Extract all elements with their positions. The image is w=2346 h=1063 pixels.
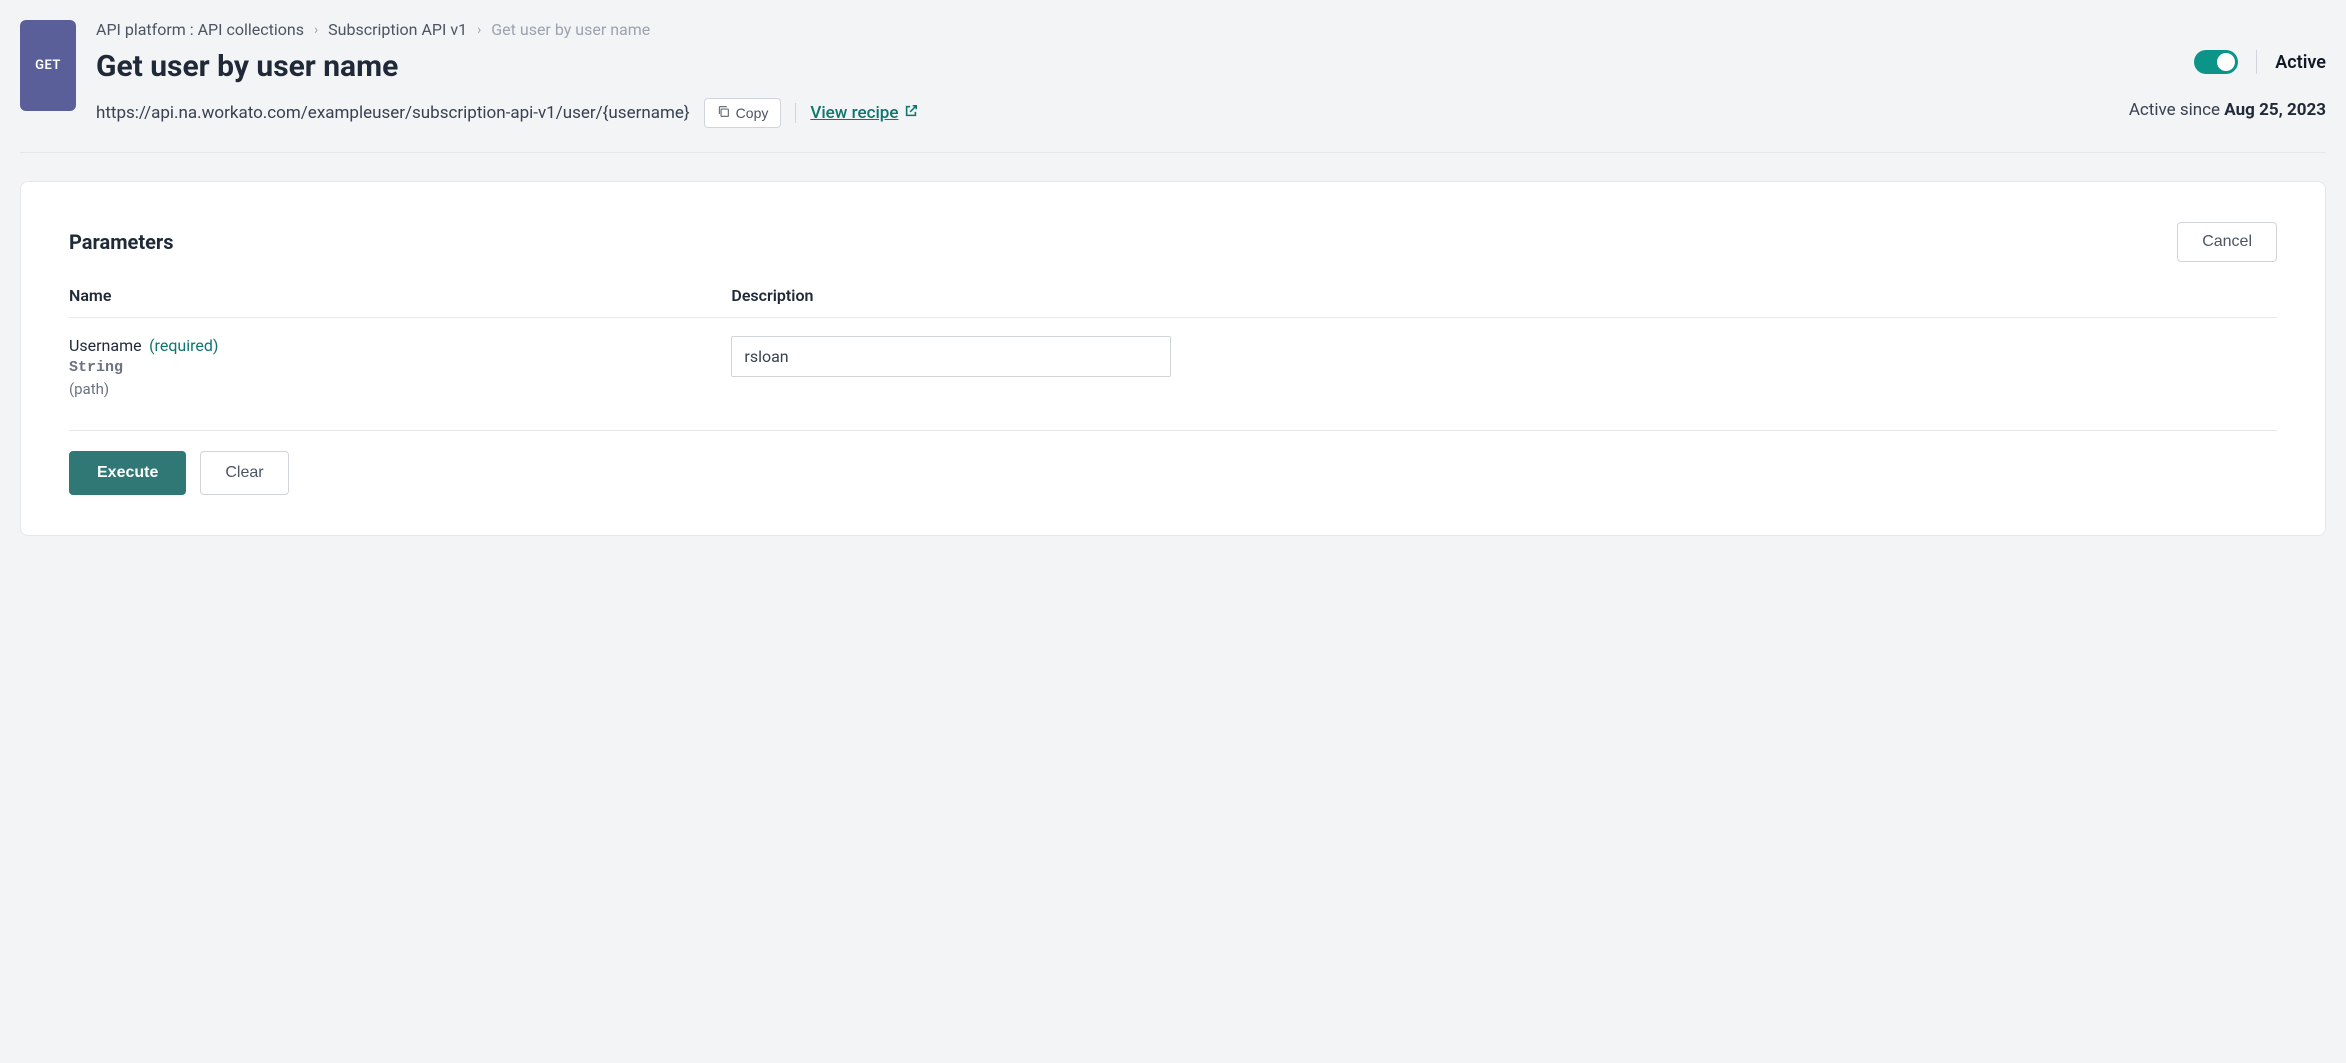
param-type: String xyxy=(69,359,731,376)
chevron-right-icon: › xyxy=(477,22,481,38)
cancel-button[interactable]: Cancel xyxy=(2177,222,2277,262)
breadcrumb: API platform : API collections › Subscri… xyxy=(96,20,2109,39)
active-since-text: Active since Aug 25, 2023 xyxy=(2129,100,2326,120)
recipe-link-label: View recipe xyxy=(810,103,898,123)
table-row: Username (required) String (path) xyxy=(69,318,2277,431)
endpoint-header: GET API platform : API collections › Sub… xyxy=(20,20,2326,153)
http-method-badge: GET xyxy=(20,20,76,111)
chevron-right-icon: › xyxy=(314,22,318,38)
divider xyxy=(2256,50,2257,74)
view-recipe-link[interactable]: View recipe xyxy=(810,103,918,123)
breadcrumb-parent[interactable]: Subscription API v1 xyxy=(328,20,467,39)
copy-label: Copy xyxy=(736,105,769,121)
breadcrumb-current: Get user by user name xyxy=(491,20,650,39)
param-name: Username xyxy=(69,336,142,355)
page-title: Get user by user name xyxy=(96,49,2109,84)
external-link-icon xyxy=(904,103,918,123)
breadcrumb-root[interactable]: API platform : API collections xyxy=(96,20,304,39)
status-label: Active xyxy=(2275,52,2326,73)
table-header: Name Description xyxy=(69,286,2277,318)
column-header-name: Name xyxy=(69,286,731,305)
active-toggle[interactable] xyxy=(2194,50,2238,74)
execute-button[interactable]: Execute xyxy=(69,451,186,495)
endpoint-url: https://api.na.workato.com/exampleuser/s… xyxy=(96,103,690,123)
copy-icon xyxy=(717,105,730,121)
param-location: (path) xyxy=(69,380,731,398)
param-required-label: (required) xyxy=(149,336,218,355)
parameters-panel: Parameters Cancel Name Description Usern… xyxy=(20,181,2326,536)
panel-title: Parameters xyxy=(69,230,173,254)
divider xyxy=(795,103,796,123)
column-header-description: Description xyxy=(731,286,2277,305)
copy-button[interactable]: Copy xyxy=(704,98,782,128)
param-value-input[interactable] xyxy=(731,336,1171,377)
clear-button[interactable]: Clear xyxy=(200,451,288,495)
